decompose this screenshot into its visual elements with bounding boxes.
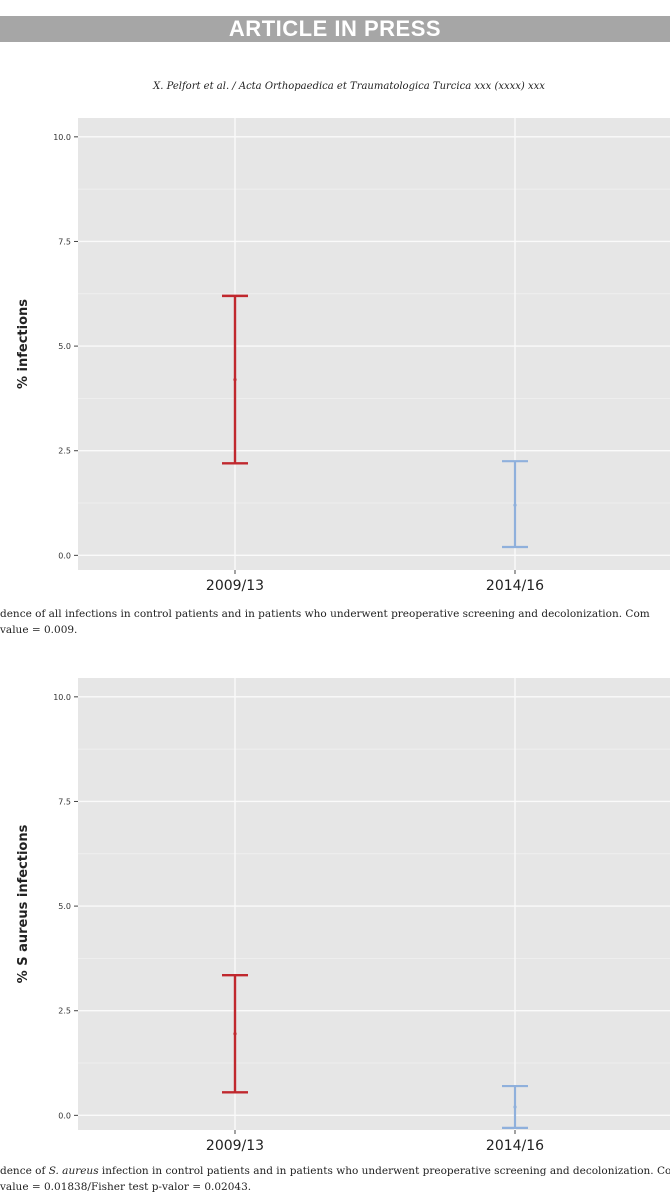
figure-2-caption-line-2: value = 0.01838/Fisher test p-valor = 0.…	[0, 1181, 252, 1193]
chart-s-aureus-svg: 0.0 2.5 5.0 7.5 10.0 2009/13 2014/16 % S aureus…	[16, 678, 670, 1154]
x-tick-label: 2014/16	[486, 1138, 544, 1154]
x-tick-label: 2014/16	[486, 578, 544, 594]
chart-infections-svg: 0.0 2.5 5.0 7.5 10.0 2009/13 2014/16 % infectio…	[16, 118, 670, 594]
y-tick-label: 10.0	[53, 693, 71, 702]
errorbar-2014-16	[502, 1084, 528, 1130]
errorbar-2009-13	[222, 294, 248, 465]
y-tick-label: 7.5	[58, 237, 71, 246]
point-estimate	[233, 1032, 237, 1036]
y-tick-label: 2.5	[58, 1007, 71, 1016]
x-tick-label: 2009/13	[206, 1138, 264, 1154]
chart-infections: 0.0 2.5 5.0 7.5 10.0 2009/13 2014/16 % infectio…	[0, 108, 670, 598]
chart-s-aureus-infections: 0.0 2.5 5.0 7.5 10.0 2009/13 2014/16 % S aureus…	[0, 668, 670, 1158]
point-estimate	[233, 377, 237, 382]
y-tick-label: 5.0	[58, 342, 71, 351]
plot-panel	[78, 118, 670, 570]
y-tick-label: 10.0	[53, 133, 71, 142]
caption-text: dence of	[0, 1165, 49, 1177]
y-tick-label: 0.0	[58, 1111, 71, 1120]
figure-1-caption-line-1: dence of all infections in control patie…	[0, 608, 650, 620]
x-tick-label: 2009/13	[206, 578, 264, 594]
species-name: S. aureus	[48, 1165, 99, 1177]
y-tick-label: 2.5	[58, 447, 71, 456]
y-tick-label: 5.0	[58, 902, 71, 911]
running-header: X. Pelfort et al. / Acta Orthopaedica et…	[153, 81, 545, 92]
y-tick-label: 7.5	[58, 797, 71, 806]
y-tick-label: 0.0	[58, 551, 71, 560]
article-in-press-banner: ARTICLE IN PRESS	[0, 16, 670, 42]
figure-1-caption-line-2: value = 0.009.	[0, 624, 78, 636]
point-estimate	[513, 503, 517, 507]
point-estimate	[513, 1105, 517, 1109]
y-axis-title: % infections	[16, 299, 31, 389]
figure-2-caption: dence of S. aureus infection in control …	[0, 1163, 670, 1195]
figure-1-caption: dence of all infections in control patie…	[0, 606, 670, 638]
plot-panel	[78, 678, 670, 1130]
caption-text: infection in control patients and in pat…	[98, 1165, 670, 1177]
figure-2-caption-line-1: dence of S. aureus infection in control …	[0, 1163, 670, 1179]
y-axis-title: % S aureus infections	[16, 824, 31, 983]
errorbar-2009-13	[222, 973, 248, 1094]
errorbar-2014-16	[502, 460, 528, 549]
